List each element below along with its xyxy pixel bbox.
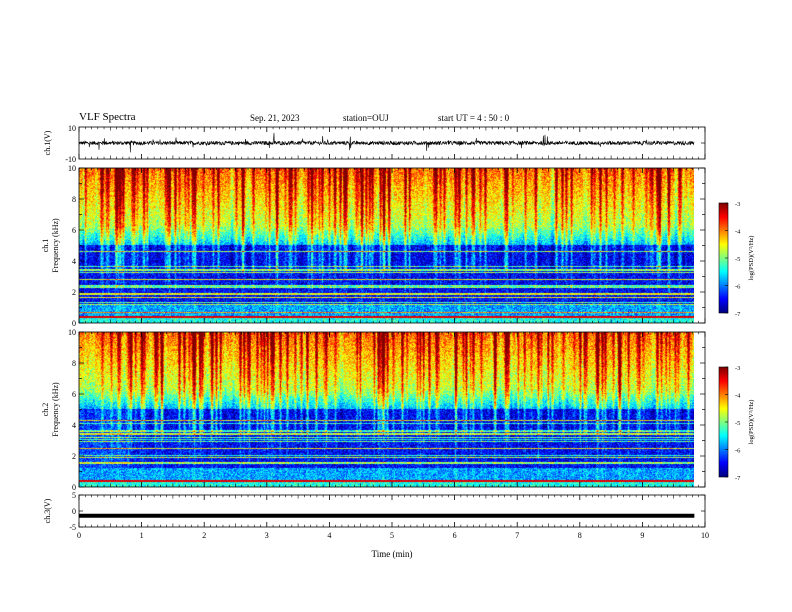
start-time-label: start UT = 4 : 50 : 0 — [438, 113, 510, 123]
ch1-spectrogram-image — [79, 168, 694, 323]
x-tick-label: 2 — [202, 531, 206, 540]
ch3-ylabel: ch.3(V) — [43, 498, 52, 523]
x-tick-label: 3 — [265, 531, 269, 540]
y-tick-label: 0 — [72, 507, 76, 516]
y-tick-label: -10 — [65, 155, 76, 164]
colorbar-tick-label: -7 — [735, 475, 741, 482]
colorbar-tick-label: -6 — [735, 448, 741, 455]
colorbar-image — [719, 203, 728, 313]
colorbar-tick-label: -4 — [735, 229, 741, 236]
y-tick-label: 4 — [72, 257, 76, 266]
x-axis-label: Time (min) — [372, 549, 413, 559]
x-tick-label: 7 — [515, 531, 519, 540]
colorbar-tick-label: -5 — [735, 420, 740, 427]
ch1-waveform-line — [78, 132, 695, 153]
ch1-freq-ylabel-line: ch.1 — [41, 239, 50, 253]
ch2-spectrogram-image — [79, 332, 694, 487]
x-tick-label: 4 — [327, 531, 331, 540]
colorbar-label: log(PSD)(V²/Hz) — [748, 400, 755, 445]
y-tick-label: 10 — [68, 328, 76, 337]
date-label: Sep. 21, 2023 — [250, 113, 300, 123]
x-tick-label: 10 — [701, 531, 709, 540]
y-tick-label: 0 — [72, 319, 76, 328]
ch1-freq-ylabel-line: Frequency (kHz) — [51, 218, 60, 273]
ch1-ylabel-line: ch.1(V) — [43, 130, 52, 155]
y-tick-label: 4 — [72, 421, 76, 430]
ch1-ylabel: ch.1(V) — [43, 130, 52, 155]
colorbar-image — [719, 367, 728, 477]
ch3-ylabel-line: ch.3(V) — [43, 498, 52, 523]
y-tick-label: 10 — [68, 164, 76, 173]
colorbar-tick-label: -7 — [735, 311, 741, 318]
y-tick-label: 6 — [72, 390, 76, 399]
x-tick-label: 5 — [390, 531, 394, 540]
x-tick-label: 0 — [77, 531, 81, 540]
y-tick-label: 2 — [72, 452, 76, 461]
ch1-freq-ylabel: ch.1Frequency (kHz) — [41, 218, 60, 273]
colorbar-tick-label: -3 — [735, 201, 740, 208]
x-tick-label: 1 — [140, 531, 144, 540]
y-tick-label: 5 — [72, 491, 76, 500]
colorbar-tick-label: -4 — [735, 393, 741, 400]
x-tick-label: 9 — [640, 531, 644, 540]
colorbar-tick-label: -5 — [735, 256, 740, 263]
x-tick-label: 8 — [578, 531, 582, 540]
y-tick-label: 2 — [72, 288, 76, 297]
ch2-freq-ylabel-line: Frequency (kHz) — [51, 382, 60, 437]
colorbar-label: log(PSD)(V²/Hz) — [748, 236, 755, 281]
ch2-freq-ylabel: ch.2Frequency (kHz) — [41, 382, 60, 437]
x-tick-label: 6 — [453, 531, 457, 540]
ch2-freq-ylabel-line: ch.2 — [41, 403, 50, 417]
y-tick-label: 8 — [72, 195, 76, 204]
figure-title: VLF Spectra — [79, 111, 136, 123]
y-tick-label: 6 — [72, 226, 76, 235]
station-label: station=OUJ — [343, 113, 389, 123]
colorbar-tick-label: -6 — [735, 284, 741, 291]
y-tick-label: 10 — [68, 124, 76, 133]
y-tick-label: 0 — [72, 483, 76, 492]
y-tick-label: 8 — [72, 359, 76, 368]
colorbar-tick-label: -3 — [735, 365, 740, 372]
y-tick-label: -5 — [69, 523, 76, 532]
